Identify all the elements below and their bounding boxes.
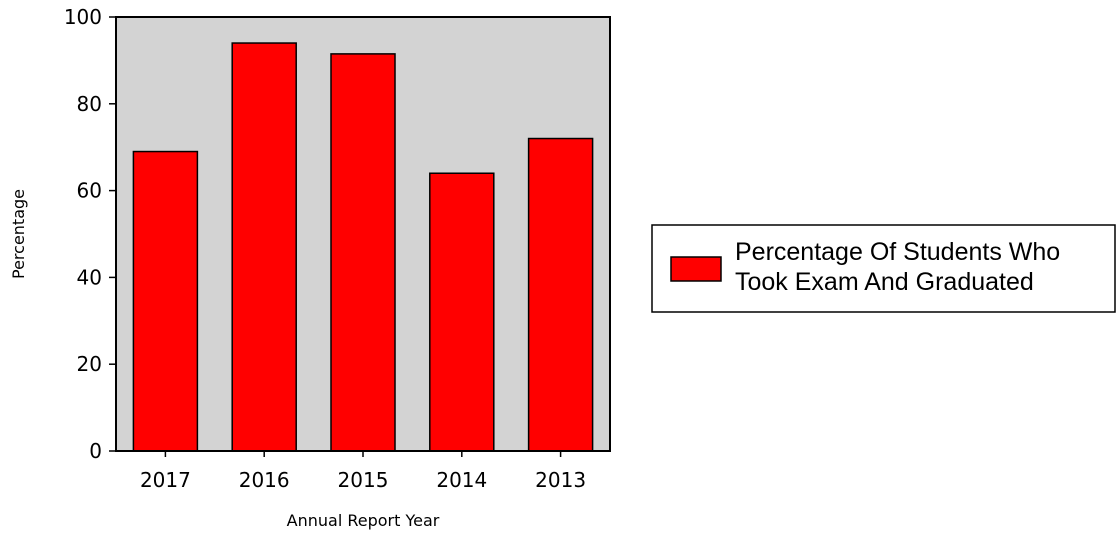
y-axis-title: Percentage	[9, 189, 28, 279]
x-tick-label-2015: 2015	[338, 468, 389, 492]
legend-label-line-2: Took Exam And Graduated	[735, 268, 1034, 296]
x-axis: 2017 2016 2015 2014 2013	[140, 451, 586, 492]
y-tick-label-40: 40	[77, 265, 102, 289]
x-tick-label-2017: 2017	[140, 468, 191, 492]
bar-2016	[231, 42, 297, 452]
legend-swatch	[670, 256, 722, 282]
bar-2014	[429, 172, 495, 452]
legend-label-line-1: Percentage Of Students Who	[735, 238, 1060, 266]
x-axis-title: Annual Report Year	[287, 511, 440, 530]
y-tick-label-60: 60	[77, 179, 102, 203]
x-tick-label-2013: 2013	[535, 468, 586, 492]
x-tick-label-2016: 2016	[239, 468, 290, 492]
bar-2013	[527, 137, 594, 452]
legend: Percentage Of Students Who Took Exam And…	[651, 224, 1116, 313]
y-tick-label-20: 20	[77, 352, 102, 376]
legend-frame	[651, 224, 1116, 313]
y-axis: 0 20 40 60 80 100	[64, 5, 116, 463]
bars	[132, 42, 594, 452]
bar-2015	[330, 53, 396, 452]
y-tick-label-0: 0	[89, 439, 102, 463]
x-tick-label-2014: 2014	[436, 468, 487, 492]
y-tick-label-100: 100	[64, 5, 102, 29]
bar-2017	[132, 150, 199, 452]
y-tick-label-80: 80	[77, 92, 102, 116]
